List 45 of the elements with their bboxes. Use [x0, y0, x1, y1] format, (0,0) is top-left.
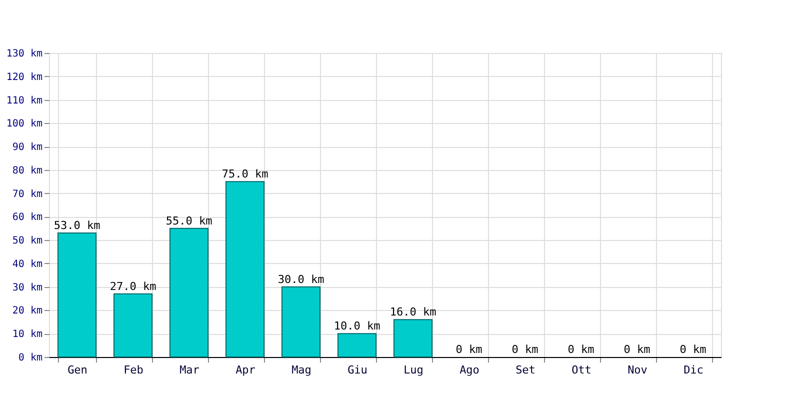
- y-tick-label: 90 km: [12, 142, 42, 154]
- bar: [113, 293, 153, 358]
- x-tick-label: Gen: [68, 364, 88, 376]
- x-tick-label: Feb: [124, 364, 144, 376]
- y-tick-label: 100 km: [6, 118, 42, 130]
- data-label: 53.0 km: [54, 219, 101, 232]
- data-label: 0 km: [568, 343, 595, 356]
- y-tick-label: 130 km: [6, 48, 42, 60]
- x-tick-label: Set: [516, 364, 536, 376]
- data-label: 0 km: [456, 343, 483, 356]
- x-tick-label: Lug: [404, 364, 424, 376]
- bar: [281, 286, 321, 358]
- x-tick-label: Ott: [572, 364, 592, 376]
- bar: [169, 228, 209, 358]
- y-tick-label: 60 km: [12, 212, 42, 224]
- x-tick-label: Mar: [180, 364, 200, 376]
- y-tick-label: 120 km: [6, 72, 42, 83]
- data-label: 55.0 km: [166, 214, 213, 228]
- data-label: 27.0 km: [110, 280, 157, 293]
- y-tick-label: 70 km: [12, 188, 42, 200]
- x-tick-label: Dic: [684, 364, 704, 376]
- bar: [225, 181, 265, 358]
- data-label: 0 km: [512, 343, 539, 356]
- y-tick-label: 50 km: [12, 236, 42, 247]
- bar: [393, 319, 433, 358]
- data-label: 0 km: [624, 343, 651, 356]
- x-tick-label: Nov: [628, 364, 648, 376]
- bar: [337, 333, 377, 358]
- y-tick-label: 110 km: [6, 95, 42, 106]
- y-tick-label: 80 km: [12, 165, 42, 176]
- x-tick-label: Mag: [292, 364, 312, 376]
- x-tick-label: Ago: [460, 364, 480, 376]
- data-label: 75.0 km: [222, 168, 269, 181]
- y-tick-label: 40 km: [12, 258, 42, 270]
- y-tick-label: 10 km: [12, 329, 42, 340]
- x-tick-label: Giu: [348, 364, 368, 376]
- bar: [57, 232, 97, 358]
- y-tick-label: 30 km: [12, 282, 42, 294]
- data-label: 10.0 km: [334, 320, 381, 333]
- data-label: 30.0 km: [278, 272, 325, 286]
- data-label: 0 km: [680, 343, 707, 356]
- x-tick-label: Apr: [236, 364, 256, 376]
- y-tick-label: 0 km: [18, 352, 42, 364]
- data-label: 16.0 km: [390, 306, 437, 319]
- y-tick-label: 20 km: [12, 306, 42, 317]
